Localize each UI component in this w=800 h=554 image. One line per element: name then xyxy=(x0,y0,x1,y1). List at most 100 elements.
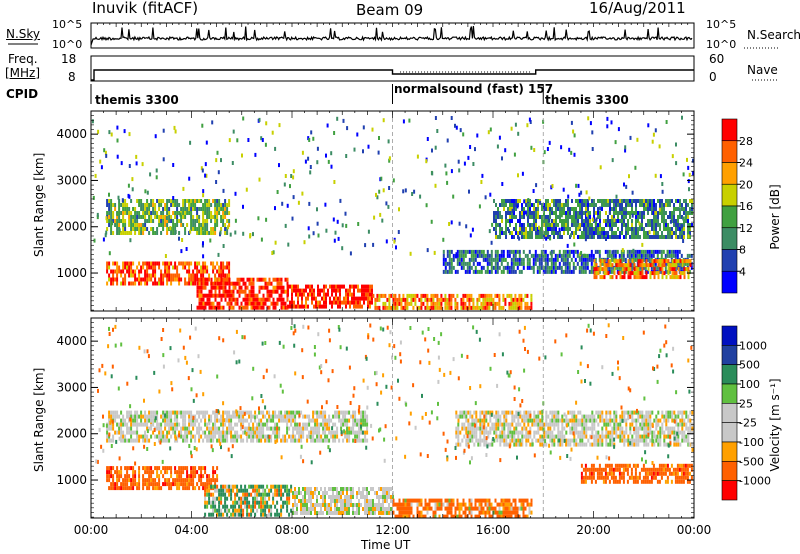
data-cell xyxy=(629,199,631,203)
data-cell xyxy=(360,430,363,435)
data-cell xyxy=(597,227,599,231)
data-cell xyxy=(513,418,516,423)
data-cell xyxy=(256,438,259,443)
data-cell xyxy=(667,267,670,272)
data-cell xyxy=(190,418,193,423)
data-cell xyxy=(174,438,177,443)
data-cell xyxy=(513,430,516,435)
data-cell xyxy=(436,297,439,302)
data-cell xyxy=(188,261,191,266)
data-cell xyxy=(679,259,682,264)
data-cell xyxy=(190,414,193,419)
data-cell xyxy=(516,204,519,209)
data-cell xyxy=(130,265,133,270)
data-cell xyxy=(192,215,195,219)
data-cell xyxy=(501,156,503,161)
data-cell xyxy=(601,231,603,235)
data-cell xyxy=(228,219,231,223)
data-cell xyxy=(507,207,509,211)
data-cell xyxy=(493,219,495,223)
data-cell xyxy=(204,261,207,266)
data-cell xyxy=(572,129,575,134)
data-cell xyxy=(250,289,253,294)
data-cell xyxy=(190,261,193,266)
data-cell xyxy=(590,265,593,270)
data-cell xyxy=(549,215,551,219)
data-cell xyxy=(611,231,613,235)
data-cell xyxy=(529,120,532,124)
data-cell xyxy=(469,434,472,439)
data-cell xyxy=(687,267,690,272)
data-cell xyxy=(208,414,211,419)
data-cell xyxy=(374,297,377,302)
data-cell xyxy=(517,235,519,239)
data-cell xyxy=(654,249,657,254)
data-cell xyxy=(601,259,604,264)
data-cell xyxy=(146,269,149,274)
data-cell xyxy=(164,207,167,211)
data-cell xyxy=(256,301,259,306)
data-cell xyxy=(288,426,291,431)
data-cell xyxy=(286,418,289,423)
data-cell xyxy=(479,430,482,435)
data-cell xyxy=(120,269,123,274)
data-cell xyxy=(150,203,153,207)
data-cell xyxy=(404,188,407,193)
data-cell xyxy=(617,259,620,264)
data-cell xyxy=(499,442,502,447)
data-cell xyxy=(172,203,175,207)
data-cell xyxy=(206,211,209,215)
data-cell xyxy=(128,132,131,137)
data-cell xyxy=(322,418,325,423)
data-cell xyxy=(647,123,650,128)
data-cell xyxy=(579,235,581,239)
data-cell xyxy=(525,203,527,207)
data-cell xyxy=(226,273,229,278)
data-cell xyxy=(440,301,443,306)
data-cell xyxy=(310,438,313,443)
data-cell xyxy=(442,261,445,266)
data-cell xyxy=(294,438,297,443)
data-cell xyxy=(675,263,678,268)
data-cell xyxy=(657,259,660,264)
data-cell xyxy=(112,434,115,439)
data-cell xyxy=(264,277,267,282)
data-cell xyxy=(138,211,141,215)
data-cell xyxy=(675,259,678,264)
data-cell xyxy=(172,227,175,231)
data-cell xyxy=(556,257,559,262)
data-cell xyxy=(521,211,523,215)
data-cell xyxy=(647,263,650,268)
data-cell xyxy=(220,207,223,211)
data-cell xyxy=(214,265,217,270)
data-cell xyxy=(535,183,538,188)
data-cell xyxy=(136,414,139,419)
data-cell xyxy=(168,414,171,419)
data-cell xyxy=(644,253,647,258)
data-cell xyxy=(290,418,293,423)
data-cell xyxy=(558,249,561,254)
data-cell xyxy=(392,178,395,183)
data-cell xyxy=(178,277,181,282)
data-cell xyxy=(529,211,531,215)
data-cell xyxy=(212,430,215,435)
data-cell xyxy=(438,305,441,310)
data-cell xyxy=(348,426,351,431)
data-cell xyxy=(613,207,615,211)
data-cell xyxy=(571,430,574,435)
data-cell xyxy=(635,215,637,219)
data-cell xyxy=(551,223,553,227)
data-cell xyxy=(624,257,627,262)
data-cell xyxy=(312,426,315,431)
data-cell xyxy=(498,297,501,302)
data-cell xyxy=(661,189,664,194)
data-cell xyxy=(202,430,205,435)
data-cell xyxy=(549,223,551,227)
data-cell xyxy=(663,259,666,264)
data-cell xyxy=(663,203,665,207)
data-cell xyxy=(513,438,516,443)
data-cell xyxy=(619,438,622,443)
data-cell xyxy=(641,414,644,419)
data-cell xyxy=(226,301,229,306)
data-cell xyxy=(597,211,599,215)
